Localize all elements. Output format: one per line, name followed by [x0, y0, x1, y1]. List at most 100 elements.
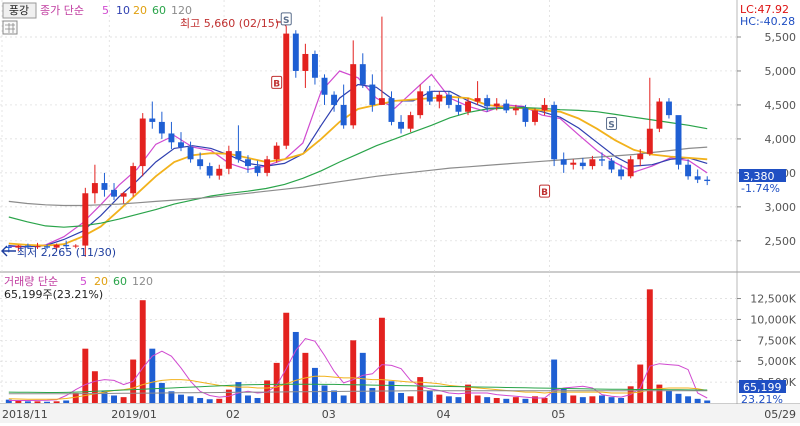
volume-bar — [455, 397, 462, 403]
volume-bar — [512, 397, 519, 403]
volume-bar — [216, 398, 223, 403]
mode-label: 풍강 — [9, 4, 29, 17]
candle-body — [474, 98, 481, 102]
volume-legend-ma120[interactable]: 120 — [132, 275, 153, 288]
volume-legend-ma20[interactable]: 20 — [94, 275, 108, 288]
volume-bar — [599, 395, 605, 403]
candle-body — [350, 64, 357, 126]
volume-bar — [369, 387, 376, 403]
volume-bar — [378, 317, 385, 403]
volume-bar — [359, 352, 366, 403]
candle-body — [178, 142, 184, 148]
volume-bar — [91, 371, 98, 403]
grid-glyph-icon — [5, 23, 15, 33]
candle-body — [618, 169, 625, 177]
volume-legend-title: 거래량 단순 — [4, 275, 58, 288]
volume-bar — [15, 400, 22, 403]
candle-body — [551, 104, 558, 160]
volume-bar — [340, 395, 347, 403]
candle-body — [369, 84, 376, 105]
candle-body — [158, 121, 165, 134]
volume-bar — [149, 348, 156, 403]
volume-legend-ma60[interactable]: 60 — [113, 275, 127, 288]
price-tick-label: 4,000 — [765, 133, 797, 146]
volume-tick-label: 7,500K — [757, 334, 796, 347]
price-tick-label: 2,500 — [765, 235, 797, 248]
candle-body — [235, 151, 242, 160]
volume-bar — [551, 359, 558, 403]
volume-bar — [685, 396, 692, 403]
low-arrow-icon — [1, 245, 16, 257]
candle-body — [484, 98, 491, 107]
volume-bar — [560, 387, 567, 403]
candle-body — [34, 246, 41, 248]
signal-marker-box — [539, 184, 551, 198]
volume-bar — [665, 390, 672, 403]
candle-body — [311, 53, 318, 78]
volume-bar — [484, 397, 491, 403]
x-tick-label: 2018/11 — [2, 408, 48, 421]
candle-body — [187, 147, 194, 160]
candle-body — [445, 94, 452, 105]
price-legend-title: 종가 단순 — [40, 4, 84, 17]
price-ma5-line — [8, 70, 708, 248]
candle-body — [398, 121, 405, 129]
volume-bar — [245, 395, 251, 403]
price-legend-ma10[interactable]: 10 — [116, 4, 130, 17]
volume-bar — [168, 391, 175, 403]
price-legend-ma20[interactable]: 20 — [133, 4, 147, 17]
candle-body — [599, 159, 605, 161]
price-legend-ma60[interactable]: 60 — [152, 4, 166, 17]
volume-bar — [656, 384, 663, 403]
volume-bar — [331, 390, 338, 403]
volume-bar — [254, 397, 261, 403]
volume-bar — [570, 395, 577, 403]
volume-moving-averages — [8, 338, 708, 401]
mode-toggle-button[interactable] — [2, 2, 37, 19]
signal-markers: S B S B — [271, 12, 618, 198]
candle-body — [44, 246, 51, 248]
price-legend-ma5[interactable]: 5 — [102, 4, 109, 17]
volume-bar — [321, 385, 328, 403]
volume-bar — [503, 398, 510, 403]
x-tick-label: 04 — [437, 408, 451, 421]
volume-bar — [493, 397, 500, 403]
volume-bar — [72, 392, 79, 403]
x-tick-label: 02 — [226, 408, 240, 421]
volume-legend-ma5[interactable]: 5 — [80, 275, 87, 288]
volume-bar — [465, 384, 471, 403]
candle-body — [130, 166, 137, 194]
price-ma60-line — [8, 106, 708, 228]
grid-toggle-icon[interactable] — [2, 20, 18, 35]
volume-bar — [53, 401, 60, 403]
volume-bar — [637, 364, 644, 403]
candle-body — [675, 115, 682, 165]
signal-marker-label: B — [273, 79, 280, 89]
candle-body — [359, 64, 366, 85]
candle-body — [283, 33, 290, 146]
candle-body — [225, 151, 232, 169]
candle-body — [627, 159, 634, 177]
candle-body — [656, 101, 663, 129]
signal-marker-box — [606, 117, 618, 131]
candle-body — [197, 159, 204, 167]
candle-body — [331, 94, 338, 105]
volume-bar — [197, 397, 204, 403]
candle-body — [273, 145, 280, 160]
x-tick-label: 2019/01 — [111, 408, 157, 421]
current-price-badge — [739, 169, 786, 182]
price-legend-ma120[interactable]: 120 — [171, 4, 192, 17]
candles — [5, 16, 711, 257]
x-axis-panel — [0, 404, 800, 423]
volume-bar — [44, 401, 51, 403]
candle-body — [101, 183, 108, 190]
volume-readout: 65,199주(23.21%) — [4, 288, 103, 301]
signal-marker-label: S — [608, 121, 614, 131]
candle-body — [665, 101, 672, 116]
volume-bar — [101, 390, 108, 403]
price-tick-label: 5,500 — [765, 31, 797, 44]
high-annotation: 최고 5,660 (02/15) — [180, 17, 279, 30]
